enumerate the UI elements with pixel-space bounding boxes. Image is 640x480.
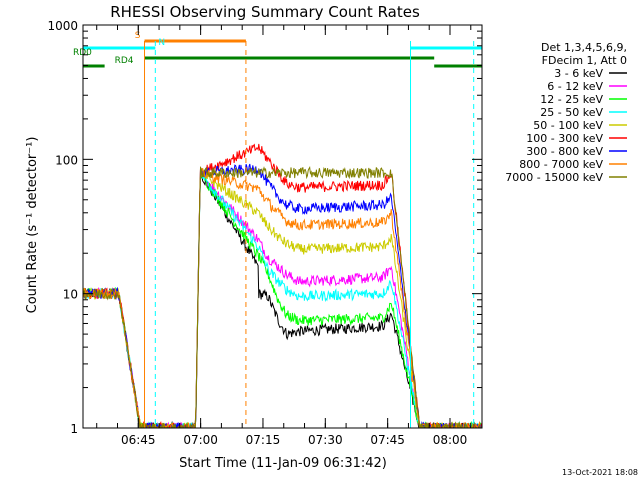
y-tick-label: 10 [63, 288, 78, 302]
flag-label-n: N [158, 38, 165, 48]
legend-header-line: Det 1,3,4,5,6,9, [541, 41, 627, 54]
x-axis-label: Start Time (11-Jan-09 06:31:42) [179, 456, 387, 471]
series-line-1 [83, 173, 482, 428]
legend-entry-label: 6 - 12 keV [547, 80, 603, 93]
axes-layer: 1 10 100 1000 06:45 07:00 07:15 07:30 07:45 08:00 [47, 19, 483, 447]
series-line-2 [83, 168, 482, 428]
plot-frame [82, 24, 483, 429]
series-line-5 [83, 170, 482, 428]
legend-entry-label: 300 - 800 keV [526, 145, 603, 158]
x-tick-label: 08:00 [433, 433, 468, 447]
series-line-9 [83, 165, 482, 428]
x-tick-label: 06:45 [121, 433, 156, 447]
x-tick-label: 07:30 [308, 433, 343, 447]
y-tick-label: 1 [70, 422, 78, 436]
y-tick-label: 1000 [47, 19, 78, 33]
footer-date: 13-Oct-2021 18:08 [562, 468, 638, 477]
legend: Det 1,3,4,5,6,9,FDecim 1, Att 03 - 6 keV… [505, 41, 627, 184]
legend-entry-label: 100 - 300 keV [526, 132, 603, 145]
series-line-7 [83, 163, 482, 428]
flag-label-rd4: RD4 [115, 56, 134, 66]
y-tick-label: 100 [55, 153, 78, 167]
legend-entry-label: 3 - 6 keV [554, 67, 603, 80]
legend-entry-label: 12 - 25 keV [540, 93, 603, 106]
legend-entry-label: 800 - 7000 keV [519, 158, 603, 171]
legend-header-line: FDecim 1, Att 0 [542, 54, 627, 67]
x-tick-label: 07:45 [370, 433, 405, 447]
series-line-4 [83, 170, 482, 428]
y-axis-label: Count Rate (s⁻¹ detector⁻¹) [25, 137, 40, 314]
x-tick-label: 07:15 [246, 433, 281, 447]
traces-layer [83, 143, 482, 428]
series-line-8 [83, 166, 482, 428]
x-tick-label: 07:00 [183, 433, 218, 447]
y-axis-label-text: Count Rate (s⁻¹ detector⁻¹) [25, 137, 40, 314]
series-line-6 [83, 143, 482, 428]
series-line-3 [83, 170, 482, 428]
legend-entry-label: 7000 - 15000 keV [505, 171, 603, 184]
legend-entry-label: 50 - 100 keV [533, 119, 603, 132]
chart-title: RHESSI Observing Summary Count Rates [110, 3, 420, 21]
traces-group [83, 143, 482, 428]
legend-entry-label: 25 - 50 keV [540, 106, 603, 119]
flag-label-s: S [135, 31, 141, 41]
